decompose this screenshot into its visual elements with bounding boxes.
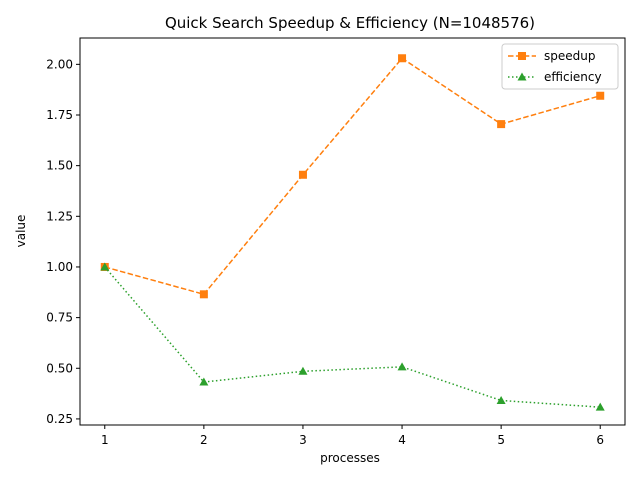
legend-label: efficiency — [544, 70, 602, 84]
series-layer — [100, 54, 605, 411]
y-tick-label: 1.50 — [46, 159, 73, 173]
data-point-efficiency — [100, 262, 110, 271]
x-tick-label: 4 — [398, 433, 406, 447]
y-tick-label: 1.75 — [46, 108, 73, 122]
y-axis-label: value — [14, 215, 28, 248]
series-line-speedup — [104, 57, 601, 296]
data-point-efficiency — [298, 366, 308, 375]
y-tick-label: 0.75 — [46, 311, 73, 325]
series-efficiency — [100, 262, 605, 411]
legend-box — [501, 43, 619, 90]
data-point-speedup — [199, 290, 208, 299]
y-tick-label: 1.25 — [46, 209, 73, 223]
y-tick-label: 1.00 — [46, 260, 73, 274]
y-axis: 0.25 0.50 0.75 1.00 1.25 1.50 1.75 2.00 — [46, 57, 80, 426]
series-line-efficiency — [104, 266, 601, 408]
data-point-efficiency — [496, 395, 506, 404]
series-speedup — [100, 54, 605, 299]
x-tick-label: 5 — [497, 433, 505, 447]
x-tick-label: 6 — [596, 433, 604, 447]
x-tick-label: 2 — [200, 433, 208, 447]
data-point-efficiency — [199, 377, 209, 386]
data-point-speedup — [497, 120, 506, 129]
y-tick-label: 0.50 — [46, 361, 73, 375]
x-tick-label: 3 — [299, 433, 307, 447]
chart-title: Quick Search Speedup & Efficiency (N=104… — [165, 14, 535, 32]
x-tick-label: 1 — [101, 433, 109, 447]
y-tick-label: 0.25 — [46, 412, 73, 426]
legend-label: speedup — [544, 49, 595, 63]
x-axis-label: processes — [320, 451, 380, 465]
plot-frame — [79, 37, 626, 426]
data-point-efficiency — [595, 402, 605, 411]
data-point-efficiency — [397, 362, 407, 371]
data-point-speedup — [398, 54, 407, 63]
x-axis: 1 2 3 4 5 6 — [101, 425, 604, 447]
legend-swatch-marker — [518, 52, 526, 60]
legend: speedup efficiency — [501, 43, 619, 90]
legend-swatch-marker — [517, 72, 527, 81]
data-point-speedup — [596, 91, 605, 100]
data-point-speedup — [298, 170, 307, 179]
y-tick-label: 2.00 — [46, 57, 73, 71]
